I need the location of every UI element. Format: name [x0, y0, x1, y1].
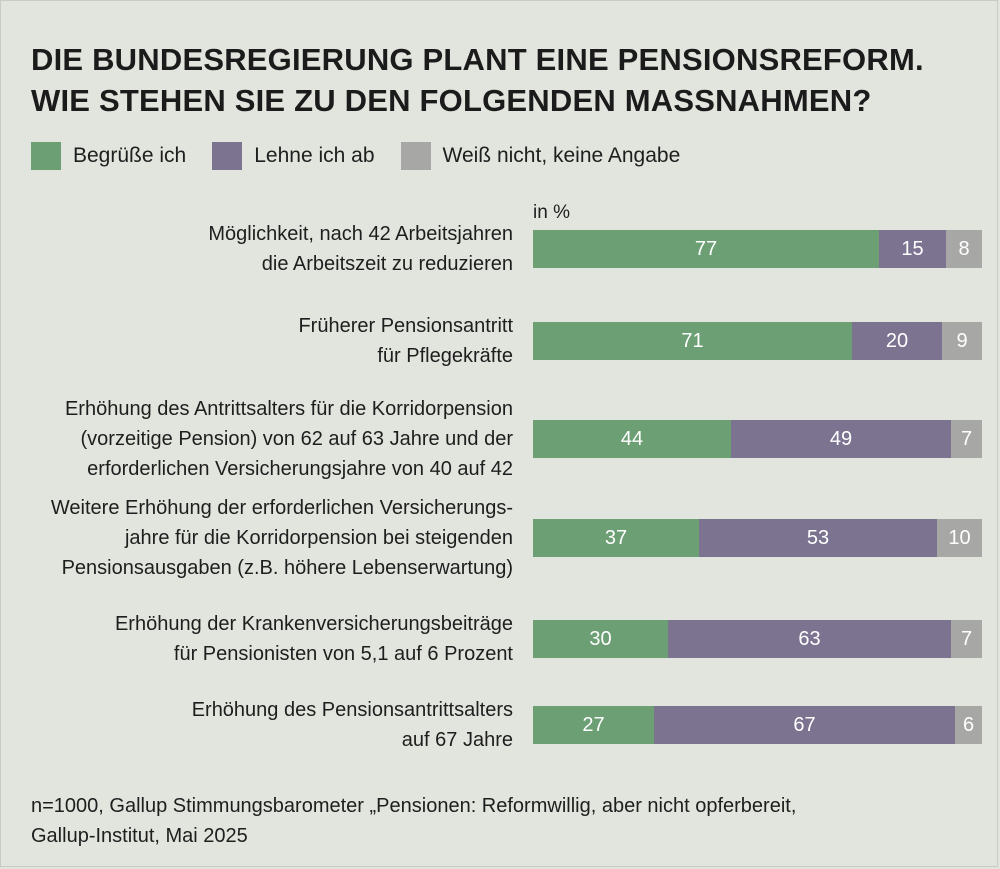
bar-row-4: 37 53 10 — [533, 519, 982, 557]
bar-segment-3-2 — [731, 420, 951, 458]
data-label-6-2: 67 — [793, 714, 816, 736]
category-label-5-line-1: Erhöhung der Krankenversicherungsbeiträg… — [114, 613, 513, 635]
legend-label-1: Begrüße ich — [73, 144, 187, 167]
bar-segment-2-1 — [533, 322, 852, 360]
category-label-2: Früherer Pensionsantritt für Pflegekräfte — [298, 311, 513, 371]
category-label-6-line-2: auf 67 Jahre — [401, 729, 513, 751]
category-label-6-line-1: Erhöhung des Pensionsantrittsalters — [191, 699, 513, 721]
chart-title: DIE BUNDESREGIERUNG PLANT EINE PENSIONSR… — [31, 39, 971, 121]
category-label-2-line-1: Früherer Pensionsantritt — [298, 315, 513, 337]
data-label-1-3: 8 — [958, 238, 970, 260]
bar-segment-5-3 — [951, 620, 982, 658]
category-label-4-line-3: Pensionsausgaben (z.B. höhere Lebenserwa… — [61, 557, 513, 579]
bar-segment-4-3 — [937, 519, 982, 557]
data-label-2-1: 71 — [681, 330, 704, 352]
category-label-5-line-2: für Pensionisten von 5,1 auf 6 Prozent — [173, 643, 513, 665]
unit-label: in % — [533, 202, 570, 223]
category-label-1-line-1: Möglichkeit, nach 42 Arbeitsjahren — [208, 223, 513, 245]
data-label-4-1: 37 — [604, 527, 628, 549]
bar-segment-3-3 — [951, 420, 982, 458]
source-note: n=1000, Gallup Stimmungsbarometer „Pensi… — [31, 791, 796, 851]
bar-segment-6-1 — [533, 706, 654, 744]
bar-segment-6-2 — [654, 706, 955, 744]
data-label-3-3: 7 — [960, 428, 973, 450]
source-line-2: Gallup-Institut, Mai 2025 — [31, 825, 248, 847]
category-label-1: Möglichkeit, nach 42 Arbeitsjahren die Ar… — [208, 219, 513, 279]
category-label-1-line-2: die Arbeitszeit zu reduzieren — [261, 253, 513, 275]
data-label-5-1: 30 — [589, 628, 612, 650]
title-line-1: DIE BUNDESREGIERUNG PLANT EINE PENSIONSR… — [31, 42, 924, 77]
category-label-3-line-3: erforderlichen Versicherungsjahre von 40… — [87, 458, 513, 480]
legend: Begrüße ich Lehne ich ab Weiß nicht, keine… — [31, 141, 706, 171]
legend-item-1: Begrüße ich — [31, 142, 186, 170]
bar-row-5: 30 63 7 — [533, 620, 982, 658]
category-label-3-line-2: (vorzeitige Pension) von 62 auf 63 Jahre… — [80, 428, 514, 450]
legend-label-2: Lehne ich ab — [254, 144, 375, 167]
bar-segment-4-2 — [699, 519, 937, 557]
bar-segment-4-1 — [533, 519, 699, 557]
bar-row-3: 44 49 7 — [533, 420, 982, 458]
bar-row-6: 27 67 6 — [533, 706, 982, 744]
legend-swatch-2 — [212, 142, 243, 170]
title-line-2: WIE STEHEN SIE ZU DEN FOLGENDEN MASSNAHM… — [31, 83, 872, 118]
bar-segment-1-2 — [879, 230, 946, 268]
category-label-6: Erhöhung des Pensionsantrittsalters auf 6… — [192, 695, 513, 755]
data-label-4-2: 53 — [806, 527, 830, 549]
bar-segment-1-3 — [946, 230, 982, 268]
category-label-4-line-1: Weitere Erhöhung der erforderlichen Vers… — [50, 497, 513, 519]
legend-item-3: Weiß nicht, keine Angabe — [400, 142, 681, 170]
bar-segment-5-2 — [668, 620, 951, 658]
legend-item-2: Lehne ich ab — [212, 142, 375, 170]
bar-segment-1-1 — [533, 230, 879, 268]
legend-swatch-1 — [31, 142, 61, 170]
source-line-1: n=1000, Gallup Stimmungsbarometer „Pensi… — [31, 795, 797, 817]
bar-segment-6-3 — [955, 706, 982, 744]
bar-segment-5-1 — [533, 620, 668, 658]
bar-row-1: 77 15 8 — [533, 230, 982, 268]
category-label-4-line-2: jahre für die Korridorpension bei steige… — [124, 527, 513, 549]
data-label-2-3: 9 — [956, 330, 968, 352]
category-label-4: Weitere Erhöhung der erforderlichen Vers… — [51, 493, 513, 583]
category-label-3-line-1: Erhöhung des Antrittsalters für die Korr… — [64, 398, 513, 420]
category-label-5: Erhöhung der Krankenversicherungsbeiträg… — [115, 609, 513, 669]
data-label-6-3: 6 — [962, 714, 975, 736]
data-label-1-1: 77 — [694, 238, 718, 260]
data-label-3-2: 49 — [829, 428, 853, 450]
data-label-3-1: 44 — [620, 428, 644, 450]
bar-row-2: 71 20 9 — [533, 322, 982, 360]
bar-segment-2-3 — [942, 322, 982, 360]
legend-label-3: Weiß nicht, keine Angabe — [442, 144, 681, 167]
category-label-2-line-2: für Pflegekräfte — [377, 345, 513, 367]
data-label-1-2: 15 — [901, 238, 924, 260]
data-label-5-3: 7 — [960, 628, 973, 650]
data-label-4-3: 10 — [948, 527, 971, 549]
bar-segment-2-2 — [852, 322, 942, 360]
bar-segment-3-1 — [533, 420, 731, 458]
data-label-6-1: 27 — [582, 714, 605, 736]
category-label-3: Erhöhung des Antrittsalters für die Korr… — [65, 394, 513, 484]
data-label-5-2: 63 — [798, 628, 821, 650]
legend-swatch-3 — [400, 142, 431, 170]
data-label-2-2: 20 — [885, 330, 909, 352]
